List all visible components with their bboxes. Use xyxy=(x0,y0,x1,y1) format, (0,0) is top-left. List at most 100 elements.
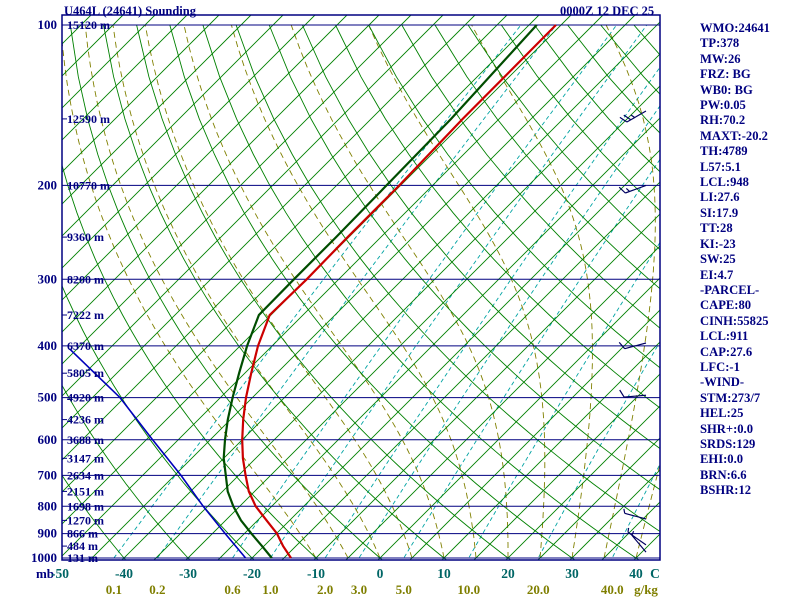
wind-barb xyxy=(631,530,647,553)
height-label: 7222 m xyxy=(67,308,104,322)
pressure-tick-label: 500 xyxy=(38,390,58,405)
mixing-ratio-label: 10.0 xyxy=(457,582,480,597)
stats-line: LFC:-1 xyxy=(700,359,740,374)
height-label: 2634 m xyxy=(67,468,104,482)
height-label: 12590 m xyxy=(67,112,110,126)
dry-adiabat-line xyxy=(69,24,384,560)
chart-datetime: 0000Z 12 DEC 25 xyxy=(560,4,655,18)
wind-barb xyxy=(618,342,647,350)
stats-line: SRDS:129 xyxy=(700,436,756,451)
isotherm-line xyxy=(62,15,284,237)
stats-line: TT:28 xyxy=(700,221,733,236)
pressure-tick-label: 900 xyxy=(38,526,58,541)
stats-line: BRN:6.6 xyxy=(700,467,747,482)
pressure-tick-label: 100 xyxy=(38,17,58,32)
temp-tick-label: 10 xyxy=(437,566,451,581)
mixing-ratio-label: 40.0 xyxy=(601,582,624,597)
dry-adiabat-line xyxy=(467,24,660,251)
isotherm-line xyxy=(89,15,636,560)
isotherm-line xyxy=(537,437,660,560)
moist-adiabat-line xyxy=(183,24,445,559)
moist-adiabat-line xyxy=(603,24,656,559)
plot-area xyxy=(62,15,660,560)
mixing-ratio-line xyxy=(230,24,617,560)
wind-barb xyxy=(618,184,647,194)
chart-border xyxy=(61,14,661,561)
stats-panel: WMO:24641 TP:378 MW:26 FRZ: BG WB0: BG PW:0.0… xyxy=(700,21,770,499)
mixing-ratio-line xyxy=(323,66,660,560)
height-label: 15120 m xyxy=(67,18,110,32)
dry-adiabat-line xyxy=(202,24,640,560)
pressure-tick-label: 300 xyxy=(38,271,58,286)
dry-adiabat-line xyxy=(368,24,660,369)
height-label: 10770 m xyxy=(67,178,110,192)
isotherm-line xyxy=(62,15,604,557)
stats-line: LCL:948 xyxy=(700,175,749,190)
mixing-axis-unit: g/kg xyxy=(634,582,658,597)
isotherm-line xyxy=(441,341,660,560)
pressure-tick-label: 1000 xyxy=(31,550,57,565)
mixing-ratio-label: 0.1 xyxy=(106,582,122,597)
isotherm-line xyxy=(62,15,156,109)
temp-tick-label: 0 xyxy=(377,566,384,581)
isotherm-line xyxy=(62,15,540,493)
mixing-ratio-label: 20.0 xyxy=(527,582,550,597)
moist-adiabat-line xyxy=(290,24,509,558)
stats-line: PW:0.05 xyxy=(700,98,746,113)
height-label: 5805 m xyxy=(67,366,104,380)
stats-line: MW:26 xyxy=(700,51,741,66)
stats-line: -PARCEL- xyxy=(700,282,760,297)
height-label: 3147 m xyxy=(67,451,104,465)
mixing-ratio-label: 0.2 xyxy=(149,582,165,597)
isotherm-line xyxy=(62,15,412,365)
isotherm-line xyxy=(249,149,660,560)
wind-barb xyxy=(619,110,647,123)
stats-line: TP:378 xyxy=(700,36,740,51)
stats-line: MAXT:-20.2 xyxy=(700,128,768,143)
dry-adiabat-line xyxy=(62,384,191,560)
wind-barbs xyxy=(618,110,647,553)
temp-tick-label: -10 xyxy=(307,566,325,581)
mixing-ratio-label: 2.0 xyxy=(317,582,333,597)
pressure-tick-label: 800 xyxy=(38,498,58,513)
isotherm-line xyxy=(409,309,660,560)
moist-adiabat-line xyxy=(471,24,593,559)
wind-barb xyxy=(627,527,647,546)
isotherm-line xyxy=(313,213,660,560)
stats-line: BSHR:12 xyxy=(700,483,752,498)
height-label: 4920 m xyxy=(67,391,104,405)
isotherm-line xyxy=(345,245,660,560)
dry-adiabat-line xyxy=(268,24,660,491)
mixing-ratio-line xyxy=(536,340,660,560)
height-label: 1270 m xyxy=(67,513,104,527)
isotherm-line xyxy=(185,85,660,560)
isotherm-line xyxy=(121,21,660,560)
height-label: 484 m xyxy=(67,539,98,553)
isotherm-line xyxy=(62,15,220,173)
dry-adiabat-line xyxy=(62,163,319,560)
pressure-tick-label: 400 xyxy=(38,338,58,353)
mixing-ratio-line xyxy=(610,463,660,560)
temp-tick-label: 20 xyxy=(501,566,515,581)
temp-tick-label: -30 xyxy=(179,566,197,581)
wind-barb xyxy=(623,508,647,520)
pressure-tick-label: 600 xyxy=(38,432,58,447)
mixing-ratio-line xyxy=(357,105,660,560)
stats-line: RH:70.2 xyxy=(700,113,746,128)
wind-barb xyxy=(619,389,647,398)
isotherm-line xyxy=(62,15,316,269)
moist-adiabat-line xyxy=(368,24,546,559)
moist-adiabat-line xyxy=(84,24,349,559)
temp-axis-unit: C xyxy=(650,566,660,581)
isotherm-line xyxy=(62,15,348,301)
stats-line: L57:5.1 xyxy=(700,159,741,174)
moist-adiabat-line xyxy=(62,34,317,559)
dewpoint-curve xyxy=(222,24,538,559)
stats-line: WB0: BG xyxy=(700,82,753,97)
height-label: 2151 m xyxy=(67,484,104,498)
stats-line: WMO:24641 xyxy=(700,21,770,35)
pressure-axis-unit: mb xyxy=(36,566,54,581)
temp-tick-label: -20 xyxy=(243,566,261,581)
